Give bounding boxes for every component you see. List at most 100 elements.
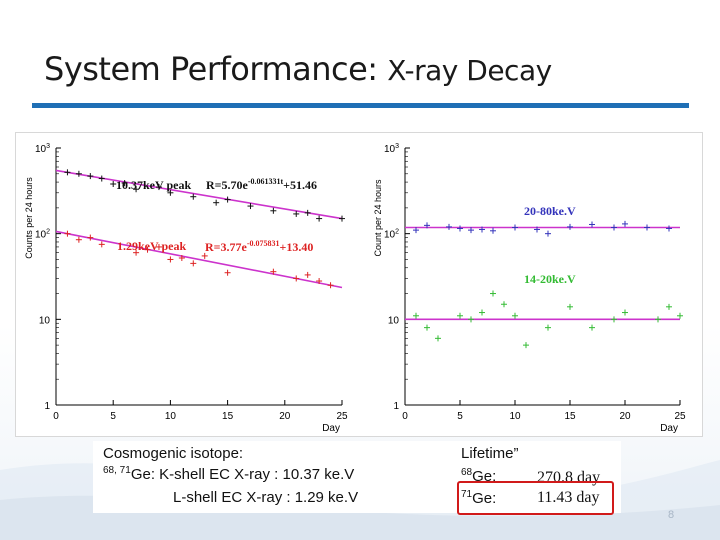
title-sub: X-ray Decay bbox=[387, 54, 552, 87]
data-point bbox=[611, 316, 617, 323]
y-axis-label: Counts per 24 hours bbox=[24, 177, 34, 259]
x-tick-label: 5 bbox=[110, 411, 116, 422]
fit-label-10keV: R=5.70e-0.061331t+51.46 bbox=[206, 177, 317, 192]
data-point bbox=[589, 324, 595, 331]
data-point bbox=[316, 215, 323, 222]
k-shell-line: 68, 71Ge: K-shell EC X-ray : 10.37 ke.V bbox=[103, 465, 354, 483]
series-label-1keV: 1.29keV peak bbox=[117, 239, 186, 253]
data-point bbox=[75, 236, 82, 243]
l-shell-line: L-shell EC X-ray : 1.29 ke.V bbox=[173, 489, 359, 506]
data-point bbox=[435, 335, 441, 342]
data-point bbox=[190, 193, 197, 200]
data-point bbox=[490, 290, 496, 297]
fit-label-1keV: R=3.77e-0.075831+13.40 bbox=[205, 239, 313, 254]
y-axis-label: Count per 24 hours bbox=[373, 179, 383, 257]
data-point bbox=[655, 316, 661, 323]
data-point bbox=[413, 312, 419, 319]
series-label-10keV: 10.37keV peak bbox=[116, 178, 191, 192]
data-point bbox=[666, 303, 672, 310]
data-point bbox=[293, 210, 300, 217]
data-point bbox=[133, 249, 140, 256]
data-point bbox=[523, 342, 529, 349]
y-tick-label: 103 bbox=[35, 143, 50, 155]
data-point bbox=[304, 271, 311, 278]
data-point bbox=[468, 316, 474, 323]
data-point bbox=[339, 215, 345, 222]
data-point bbox=[110, 180, 117, 187]
charts-panel: 0 5 10 15 20 25 1 10 102 103 Day Counts per 24 hour… bbox=[15, 132, 703, 437]
data-point bbox=[293, 275, 300, 282]
data-point bbox=[270, 268, 277, 275]
x-tick-label: 10 bbox=[509, 411, 521, 422]
data-point bbox=[534, 226, 540, 233]
data-point bbox=[589, 221, 595, 228]
x-tick-label: 10 bbox=[165, 411, 177, 422]
ge71-label: 71Ge: bbox=[461, 489, 496, 507]
ge68-mass: 68 bbox=[461, 467, 473, 478]
y-tick-label: 103 bbox=[384, 143, 399, 155]
y-tick-label: 1 bbox=[393, 401, 399, 412]
ge71-element: Ge: bbox=[472, 490, 497, 507]
data-point bbox=[316, 278, 323, 285]
data-point bbox=[144, 246, 151, 253]
data-point bbox=[270, 207, 277, 214]
x-tick-label: 0 bbox=[402, 411, 408, 422]
x-tick-label: 5 bbox=[457, 411, 463, 422]
data-point bbox=[75, 170, 82, 177]
lifetime-heading: Lifetime” bbox=[461, 445, 519, 462]
data-point bbox=[490, 227, 496, 234]
data-point bbox=[224, 196, 231, 203]
data-point bbox=[98, 175, 105, 182]
data-point bbox=[512, 312, 518, 319]
data-point bbox=[201, 252, 208, 259]
data-point bbox=[87, 234, 94, 241]
data-point bbox=[121, 180, 128, 187]
data-point bbox=[247, 203, 254, 210]
data-point bbox=[622, 309, 628, 316]
x-tick-label: 25 bbox=[674, 411, 686, 422]
data-point bbox=[545, 324, 551, 331]
y-tick-label: 102 bbox=[384, 229, 399, 241]
data-point bbox=[644, 224, 650, 231]
data-point bbox=[567, 303, 573, 310]
data-point bbox=[479, 226, 485, 233]
data-point bbox=[457, 225, 463, 232]
x-axis-label: Day bbox=[322, 423, 340, 434]
data-point bbox=[190, 260, 197, 267]
data-point bbox=[512, 224, 518, 231]
data-point bbox=[167, 189, 174, 196]
cosmogenic-heading: Cosmogenic isotope: bbox=[103, 445, 244, 462]
data-point bbox=[98, 241, 105, 248]
data-point bbox=[501, 301, 507, 308]
x-tick-label: 20 bbox=[279, 411, 291, 422]
data-point bbox=[178, 254, 185, 261]
data-point bbox=[468, 227, 474, 234]
data-point bbox=[155, 243, 162, 250]
data-point bbox=[424, 324, 430, 331]
title-main: System Performance: bbox=[44, 50, 378, 88]
data-point bbox=[424, 222, 430, 229]
data-point bbox=[567, 223, 573, 230]
title-rule bbox=[32, 103, 689, 108]
x-tick-label: 25 bbox=[336, 411, 348, 422]
y-tick-label: 1 bbox=[44, 401, 50, 412]
data-point bbox=[677, 312, 683, 319]
x-tick-label: 0 bbox=[53, 411, 59, 422]
text-box: Cosmogenic isotope: 68, 71Ge: K-shell EC… bbox=[93, 441, 621, 513]
y-tick-label: 10 bbox=[39, 315, 51, 326]
data-point bbox=[479, 309, 485, 316]
data-point bbox=[155, 184, 162, 191]
data-point bbox=[213, 199, 220, 206]
series-label-14-20keV: 14-20ke.V bbox=[524, 272, 576, 286]
data-point bbox=[133, 186, 140, 193]
series-label-20-80keV: 20-80ke.V bbox=[524, 204, 576, 218]
data-point bbox=[304, 209, 311, 216]
slide-title: System Performance: X-ray Decay bbox=[44, 50, 552, 88]
data-point bbox=[545, 230, 551, 237]
page-number: 8 bbox=[668, 509, 675, 521]
data-point bbox=[167, 256, 174, 263]
ge68-element: Ge: bbox=[472, 468, 497, 485]
data-point bbox=[413, 227, 419, 234]
data-point bbox=[446, 223, 452, 230]
